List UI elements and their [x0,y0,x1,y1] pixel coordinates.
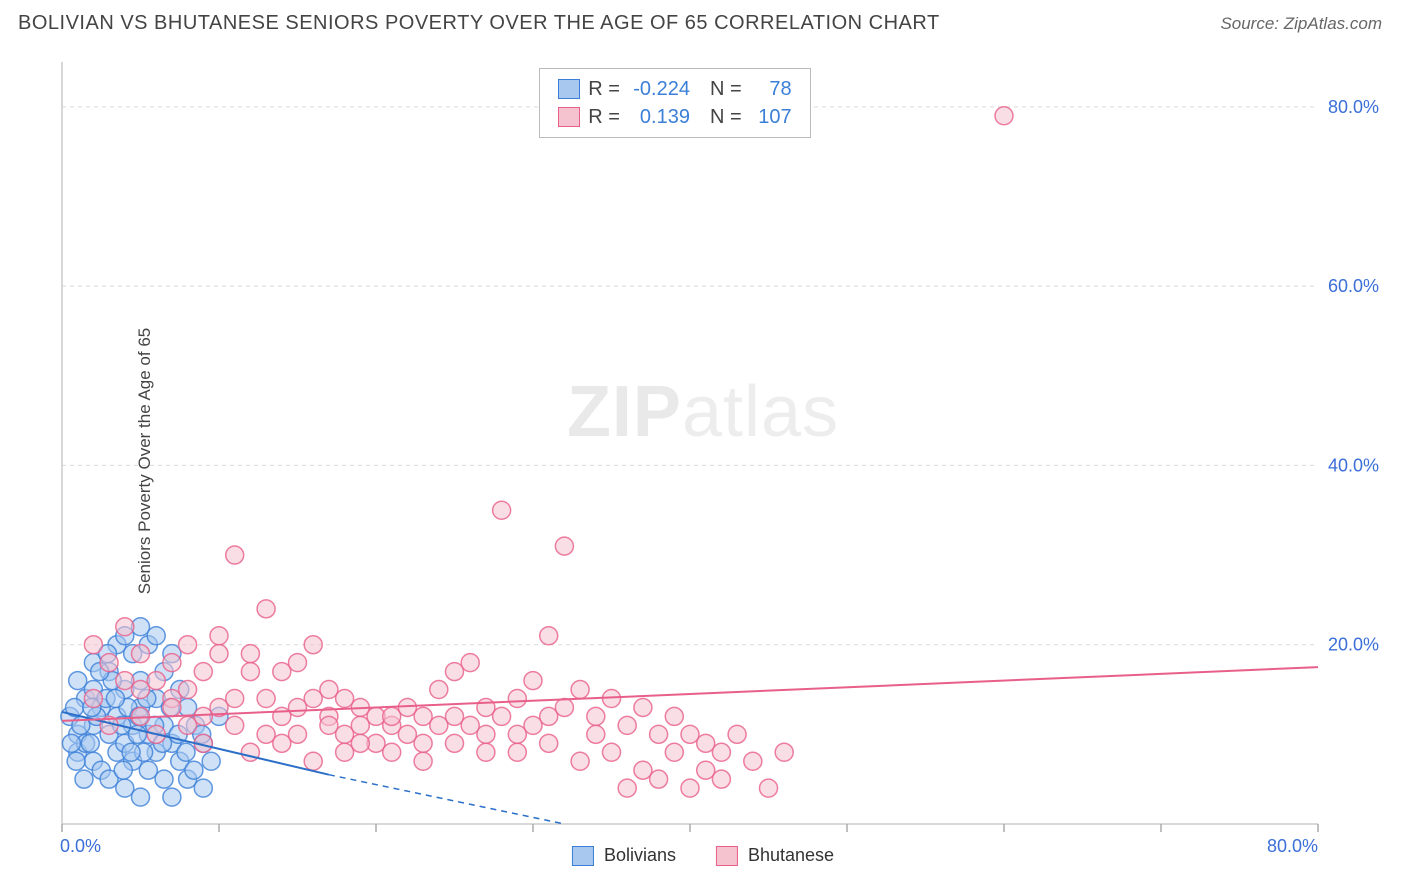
stats-row: R = 0.139 N = 107 [558,103,791,131]
svg-text:60.0%: 60.0% [1328,276,1379,296]
stat-R-value: -0.224 [628,75,690,103]
swatch-icon [716,846,738,866]
swatch-icon [558,107,580,127]
svg-text:40.0%: 40.0% [1328,455,1379,475]
stat-N-label: N = [710,103,742,131]
legend-item: Bhutanese [716,845,834,866]
svg-text:80.0%: 80.0% [1267,836,1318,856]
swatch-icon [572,846,594,866]
stat-N-value: 78 [750,75,792,103]
stat-N-value: 107 [750,103,792,131]
stats-legend: R = -0.224 N = 78 R = 0.139 N = 107 [539,68,810,138]
stat-R-label: R = [588,75,620,103]
swatch-icon [558,79,580,99]
stat-R-value: 0.139 [628,103,690,131]
source-label: Source: ZipAtlas.com [1220,14,1382,34]
stat-N-label: N = [710,75,742,103]
legend-item: Bolivians [572,845,676,866]
svg-text:20.0%: 20.0% [1328,635,1379,655]
svg-text:80.0%: 80.0% [1328,97,1379,117]
legend: Bolivians Bhutanese [572,845,834,866]
scatter-plot: 20.0% 40.0% 60.0% 80.0% 0.0% 80.0% [50,50,1388,872]
stats-row: R = -0.224 N = 78 [558,75,791,103]
chart-title: BOLIVIAN VS BHUTANESE SENIORS POVERTY OV… [18,12,940,35]
stat-R-label: R = [588,103,620,131]
legend-label: Bhutanese [748,845,834,866]
svg-text:0.0%: 0.0% [60,836,101,856]
legend-label: Bolivians [604,845,676,866]
chart-container: Seniors Poverty Over the Age of 65 ZIPat… [18,50,1388,872]
